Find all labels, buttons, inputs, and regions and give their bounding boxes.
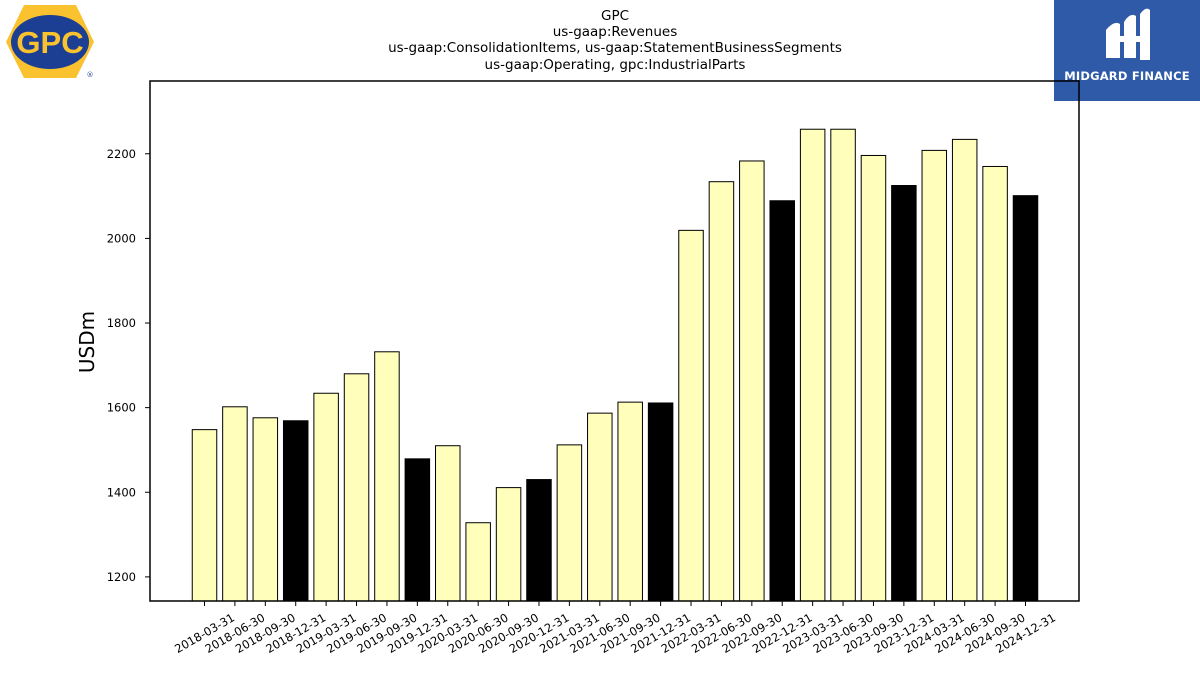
bar-2019-12-31 — [404, 458, 431, 602]
y-tick-label: 1800 — [107, 316, 136, 330]
bar-2019-06-30 — [343, 373, 370, 602]
midgard-emblem-icon — [1106, 8, 1150, 61]
bar-2021-06-30 — [587, 412, 613, 602]
chart-title: GPC us-gaap:Revenues us-gaap:Consolidati… — [388, 8, 842, 73]
bar-2023-06-30 — [830, 128, 856, 602]
bar-2019-03-31 — [313, 392, 339, 602]
y-tick-label: 1200 — [107, 570, 136, 584]
bars-group — [191, 128, 1039, 602]
y-tick-label: 1400 — [107, 485, 136, 499]
bar-2021-03-31 — [556, 444, 583, 602]
bar-2023-12-31 — [891, 185, 917, 602]
bar-2024-12-31 — [1012, 195, 1039, 602]
plot-frame — [149, 80, 1080, 602]
midgard-logo-text: MIDGARD FINANCE — [1064, 69, 1190, 83]
gpc-logo: GPC ® — [4, 4, 96, 80]
bar-2020-03-31 — [435, 445, 461, 602]
chart-title-line-1: GPC — [601, 8, 629, 24]
bar-2018-06-30 — [222, 406, 248, 602]
bar-2024-09-30 — [982, 165, 1008, 602]
x-axis-ticks: 2018-03-312018-06-302018-09-302018-12-31… — [172, 601, 1058, 656]
chart-title-line-3: us-gaap:ConsolidationItems, us-gaap:Stat… — [388, 40, 842, 56]
bar-2024-03-31 — [921, 149, 948, 602]
y-tick-label: 1600 — [107, 401, 136, 415]
y-tick-label: 2000 — [107, 231, 136, 245]
bar-2022-03-31 — [678, 229, 704, 602]
bar-2024-06-30 — [951, 138, 978, 602]
gpc-logo-oval — [11, 15, 89, 69]
chart-title-line-2: us-gaap:Revenues — [553, 24, 678, 40]
bar-2022-12-31 — [769, 200, 795, 602]
y-axis-label: USDm — [75, 311, 99, 373]
y-axis-ticks: 1200 1400 1600 1800 2000 2200 — [107, 147, 150, 584]
bar-2021-12-31 — [647, 402, 674, 602]
chart-title-line-4: us-gaap:Operating, gpc:IndustrialParts — [485, 57, 746, 73]
bar-2022-09-30 — [739, 160, 765, 602]
bar-2023-03-31 — [799, 128, 826, 602]
bar-2020-06-30 — [465, 522, 491, 602]
gpc-logo-trademark: ® — [87, 71, 94, 79]
bar-2018-03-31 — [191, 429, 218, 602]
gpc-logo-text: GPC — [16, 25, 83, 60]
bar-2023-09-30 — [860, 154, 887, 602]
bar-2020-12-31 — [526, 479, 552, 602]
bar-2018-12-31 — [282, 420, 309, 602]
bar-2020-09-30 — [495, 487, 522, 602]
bar-2018-09-30 — [252, 417, 279, 602]
bar-2019-09-30 — [374, 351, 400, 602]
midgard-finance-logo: MIDGARD FINANCE — [1054, 0, 1200, 101]
bar-2021-09-30 — [617, 401, 643, 602]
y-tick-label: 2200 — [107, 147, 136, 161]
bar-2022-06-30 — [708, 181, 735, 602]
